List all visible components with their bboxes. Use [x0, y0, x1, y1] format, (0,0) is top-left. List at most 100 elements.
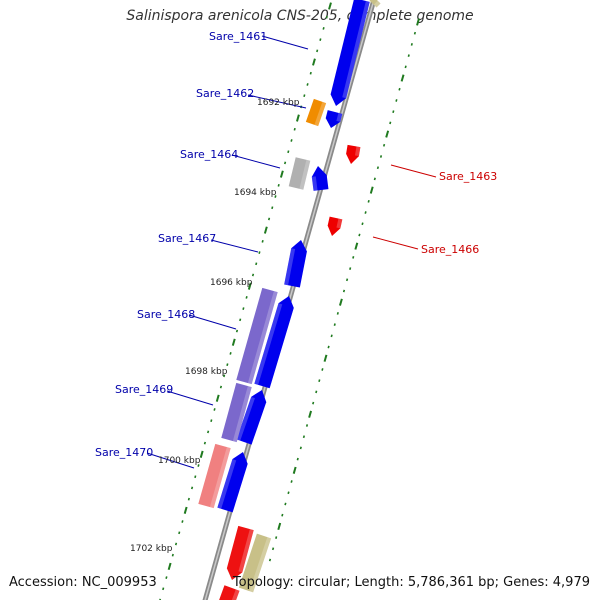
tick-dash — [181, 520, 184, 523]
tick-dash — [251, 273, 255, 277]
label-connectors — [146, 35, 437, 469]
tick-dash — [271, 206, 274, 210]
gene-sare-1470b[interactable] — [217, 452, 248, 513]
tick-dash — [382, 143, 386, 147]
tick-dash — [178, 531, 181, 535]
gene-sare-1468b[interactable] — [254, 296, 294, 389]
tick-dash — [330, 334, 333, 338]
tick-dash — [165, 576, 168, 579]
gene-sare-1464[interactable] — [288, 157, 311, 190]
tick-dash — [309, 71, 312, 75]
tick-dash — [385, 130, 390, 138]
tick-dash — [215, 394, 220, 402]
tick-dash — [231, 338, 236, 346]
tick-dash — [171, 553, 174, 557]
tick-dash — [261, 239, 264, 243]
gene-sare-1470[interactable] — [198, 443, 231, 509]
gene-features — [198, 0, 381, 600]
gene-sare-1462[interactable] — [305, 98, 327, 127]
label-connector-line — [247, 94, 307, 109]
tick-dash — [197, 464, 200, 467]
tick-dash — [281, 513, 284, 517]
tick-dash — [316, 49, 319, 53]
tick-dash — [213, 408, 216, 411]
tick-dash — [364, 211, 367, 214]
tick-dash — [400, 74, 405, 82]
tick-dash — [284, 502, 287, 506]
tick-dash — [338, 298, 343, 306]
tick-dash — [404, 65, 407, 69]
tick-dash — [258, 251, 261, 254]
tick-dash — [354, 242, 359, 250]
gene-label-sare-1462[interactable]: Sare_1462 — [196, 87, 254, 100]
tick-label: 1696 kbp — [210, 278, 253, 288]
gene-sare-1467[interactable] — [284, 240, 307, 288]
gene-label-sare-1469[interactable]: Sare_1469 — [115, 383, 173, 396]
tick-dash — [352, 256, 355, 259]
tick-dash — [207, 430, 210, 434]
gene-top-olive[interactable] — [369, 0, 381, 8]
tick-dash — [245, 296, 248, 299]
gene-label-sare-1467[interactable]: Sare_1467 — [158, 232, 216, 245]
tick-dash — [299, 446, 302, 450]
tick-dash — [322, 27, 325, 30]
gene-sare-1469[interactable] — [221, 382, 252, 443]
tick-dash — [302, 435, 306, 439]
tick-dash — [267, 217, 271, 221]
gene-label-sare-1466[interactable]: Sare_1466 — [421, 243, 479, 256]
tick-dash — [358, 233, 361, 237]
tick-dash — [321, 368, 324, 371]
gene-red-lower[interactable] — [226, 525, 254, 580]
tick-dash — [162, 587, 165, 591]
tick-dash — [290, 480, 293, 483]
tick-dash — [279, 170, 284, 178]
gene-sare-1461[interactable] — [330, 0, 370, 106]
tick-dash — [379, 155, 383, 158]
tick-dash — [174, 542, 178, 546]
label-connector-line — [372, 236, 419, 250]
gene-sare-1468[interactable] — [236, 287, 278, 385]
gene-sare-1463[interactable] — [346, 144, 361, 164]
gene-label-sare-1464[interactable]: Sare_1464 — [180, 148, 238, 161]
tick-dash — [308, 410, 313, 418]
tick-dash — [242, 307, 245, 310]
tick-dash — [327, 345, 330, 349]
tick-dash — [407, 54, 410, 57]
tick-dash — [373, 177, 376, 181]
tick-label: 1694 kbp — [234, 188, 277, 198]
tick-dash — [395, 99, 398, 102]
tick-dash — [219, 385, 223, 389]
tick-dash — [398, 87, 401, 91]
tick-dash — [342, 289, 346, 293]
tick-dash — [277, 183, 280, 187]
gene-sare-1464b[interactable] — [311, 166, 329, 191]
tick-dash — [349, 267, 352, 270]
tick-dash — [159, 598, 162, 600]
label-connector-line — [231, 154, 281, 169]
tick-dash — [333, 323, 336, 326]
tick-dash — [277, 522, 282, 531]
gene-label-sare-1463[interactable]: Sare_1463 — [439, 170, 497, 183]
tick-label: 1698 kbp — [185, 367, 228, 377]
gene-red-bottom[interactable] — [216, 585, 240, 600]
tick-dash — [268, 558, 272, 562]
gene-olive[interactable] — [238, 533, 272, 593]
gene-label-sare-1470[interactable]: Sare_1470 — [95, 446, 153, 459]
gene-label-sare-1468[interactable]: Sare_1468 — [137, 308, 195, 321]
gene-sare-1462b[interactable] — [325, 110, 343, 128]
gene-label-sare-1461[interactable]: Sare_1461 — [209, 30, 267, 43]
tick-dash — [190, 486, 194, 490]
tick-dash — [319, 38, 322, 41]
tick-dash — [328, 2, 332, 10]
tick-dash — [239, 318, 242, 322]
map-title: Salinispora arenicola CNS-205, complete … — [126, 8, 474, 24]
tick-dash — [263, 226, 268, 234]
tick-dash — [325, 15, 328, 19]
tick-dash — [255, 262, 258, 266]
tick-dash — [274, 195, 277, 198]
gene-sare-1466[interactable] — [327, 216, 343, 236]
gene-sare-1469b[interactable] — [236, 390, 267, 445]
tick-dash — [271, 547, 275, 551]
tick-dash — [367, 199, 370, 203]
